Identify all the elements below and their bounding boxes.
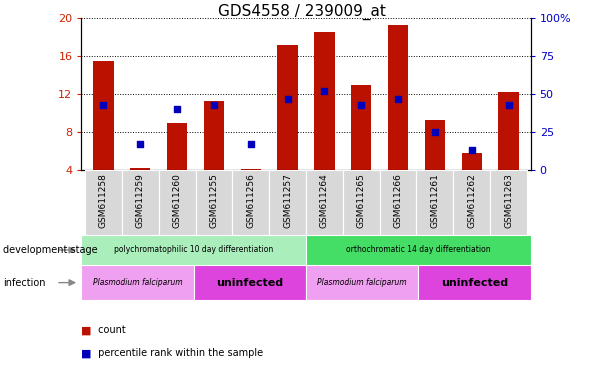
Bar	[194, 265, 306, 300]
Text: polychromatophilic 10 day differentiation: polychromatophilic 10 day differentiatio…	[114, 245, 273, 255]
Point	[136, 141, 145, 147]
Point	[283, 96, 292, 102]
Bar	[204, 101, 224, 170]
Bar	[159, 170, 195, 235]
Bar	[130, 168, 150, 170]
Text: Plasmodium falciparum: Plasmodium falciparum	[93, 278, 182, 287]
Text: GSM611259: GSM611259	[136, 173, 145, 228]
Point	[246, 141, 256, 147]
Bar	[351, 84, 371, 170]
Text: GSM611266: GSM611266	[394, 173, 403, 228]
Bar	[93, 61, 113, 170]
Text: development stage: development stage	[3, 245, 98, 255]
Point	[172, 106, 182, 113]
Bar	[453, 170, 490, 235]
Text: orthochromatic 14 day differentiation: orthochromatic 14 day differentiation	[346, 245, 491, 255]
Bar	[277, 45, 298, 170]
Text: percentile rank within the sample: percentile rank within the sample	[95, 348, 263, 358]
Text: GSM611257: GSM611257	[283, 173, 292, 228]
Point	[99, 102, 109, 108]
Text: GSM611263: GSM611263	[504, 173, 513, 228]
Bar	[499, 92, 519, 170]
Bar	[418, 265, 531, 300]
Bar	[85, 170, 122, 235]
Bar	[195, 170, 232, 235]
Text: uninfected: uninfected	[216, 278, 283, 288]
Text: GDS4558 / 239009_at: GDS4558 / 239009_at	[218, 4, 385, 20]
Text: count: count	[95, 325, 125, 335]
Bar	[314, 32, 335, 170]
Point	[393, 96, 403, 102]
Text: infection: infection	[3, 278, 45, 288]
Text: GSM611261: GSM611261	[431, 173, 440, 228]
Bar	[306, 265, 418, 300]
Point	[356, 102, 366, 108]
Bar	[81, 235, 306, 265]
Point	[320, 88, 329, 94]
Text: GSM611256: GSM611256	[246, 173, 255, 228]
Bar	[462, 153, 482, 170]
Text: GSM611264: GSM611264	[320, 173, 329, 228]
Bar	[306, 235, 531, 265]
Bar	[232, 170, 269, 235]
Text: Plasmodium falciparum: Plasmodium falciparum	[317, 278, 407, 287]
Bar	[269, 170, 306, 235]
Bar	[417, 170, 453, 235]
Bar	[81, 265, 194, 300]
Bar	[241, 169, 261, 170]
Text: ■: ■	[81, 325, 92, 335]
Bar	[490, 170, 527, 235]
Text: GSM611265: GSM611265	[357, 173, 366, 228]
Bar	[167, 122, 188, 170]
Bar	[306, 170, 343, 235]
Point	[430, 129, 440, 135]
Text: GSM611262: GSM611262	[467, 173, 476, 228]
Text: GSM611255: GSM611255	[209, 173, 218, 228]
Text: GSM611258: GSM611258	[99, 173, 108, 228]
Bar	[425, 120, 445, 170]
Text: GSM611260: GSM611260	[172, 173, 182, 228]
Point	[467, 147, 476, 154]
Bar	[343, 170, 380, 235]
Bar	[122, 170, 159, 235]
Point	[504, 102, 513, 108]
Text: uninfected: uninfected	[441, 278, 508, 288]
Point	[209, 102, 219, 108]
Bar	[388, 25, 408, 170]
Text: ■: ■	[81, 348, 92, 358]
Bar	[380, 170, 417, 235]
